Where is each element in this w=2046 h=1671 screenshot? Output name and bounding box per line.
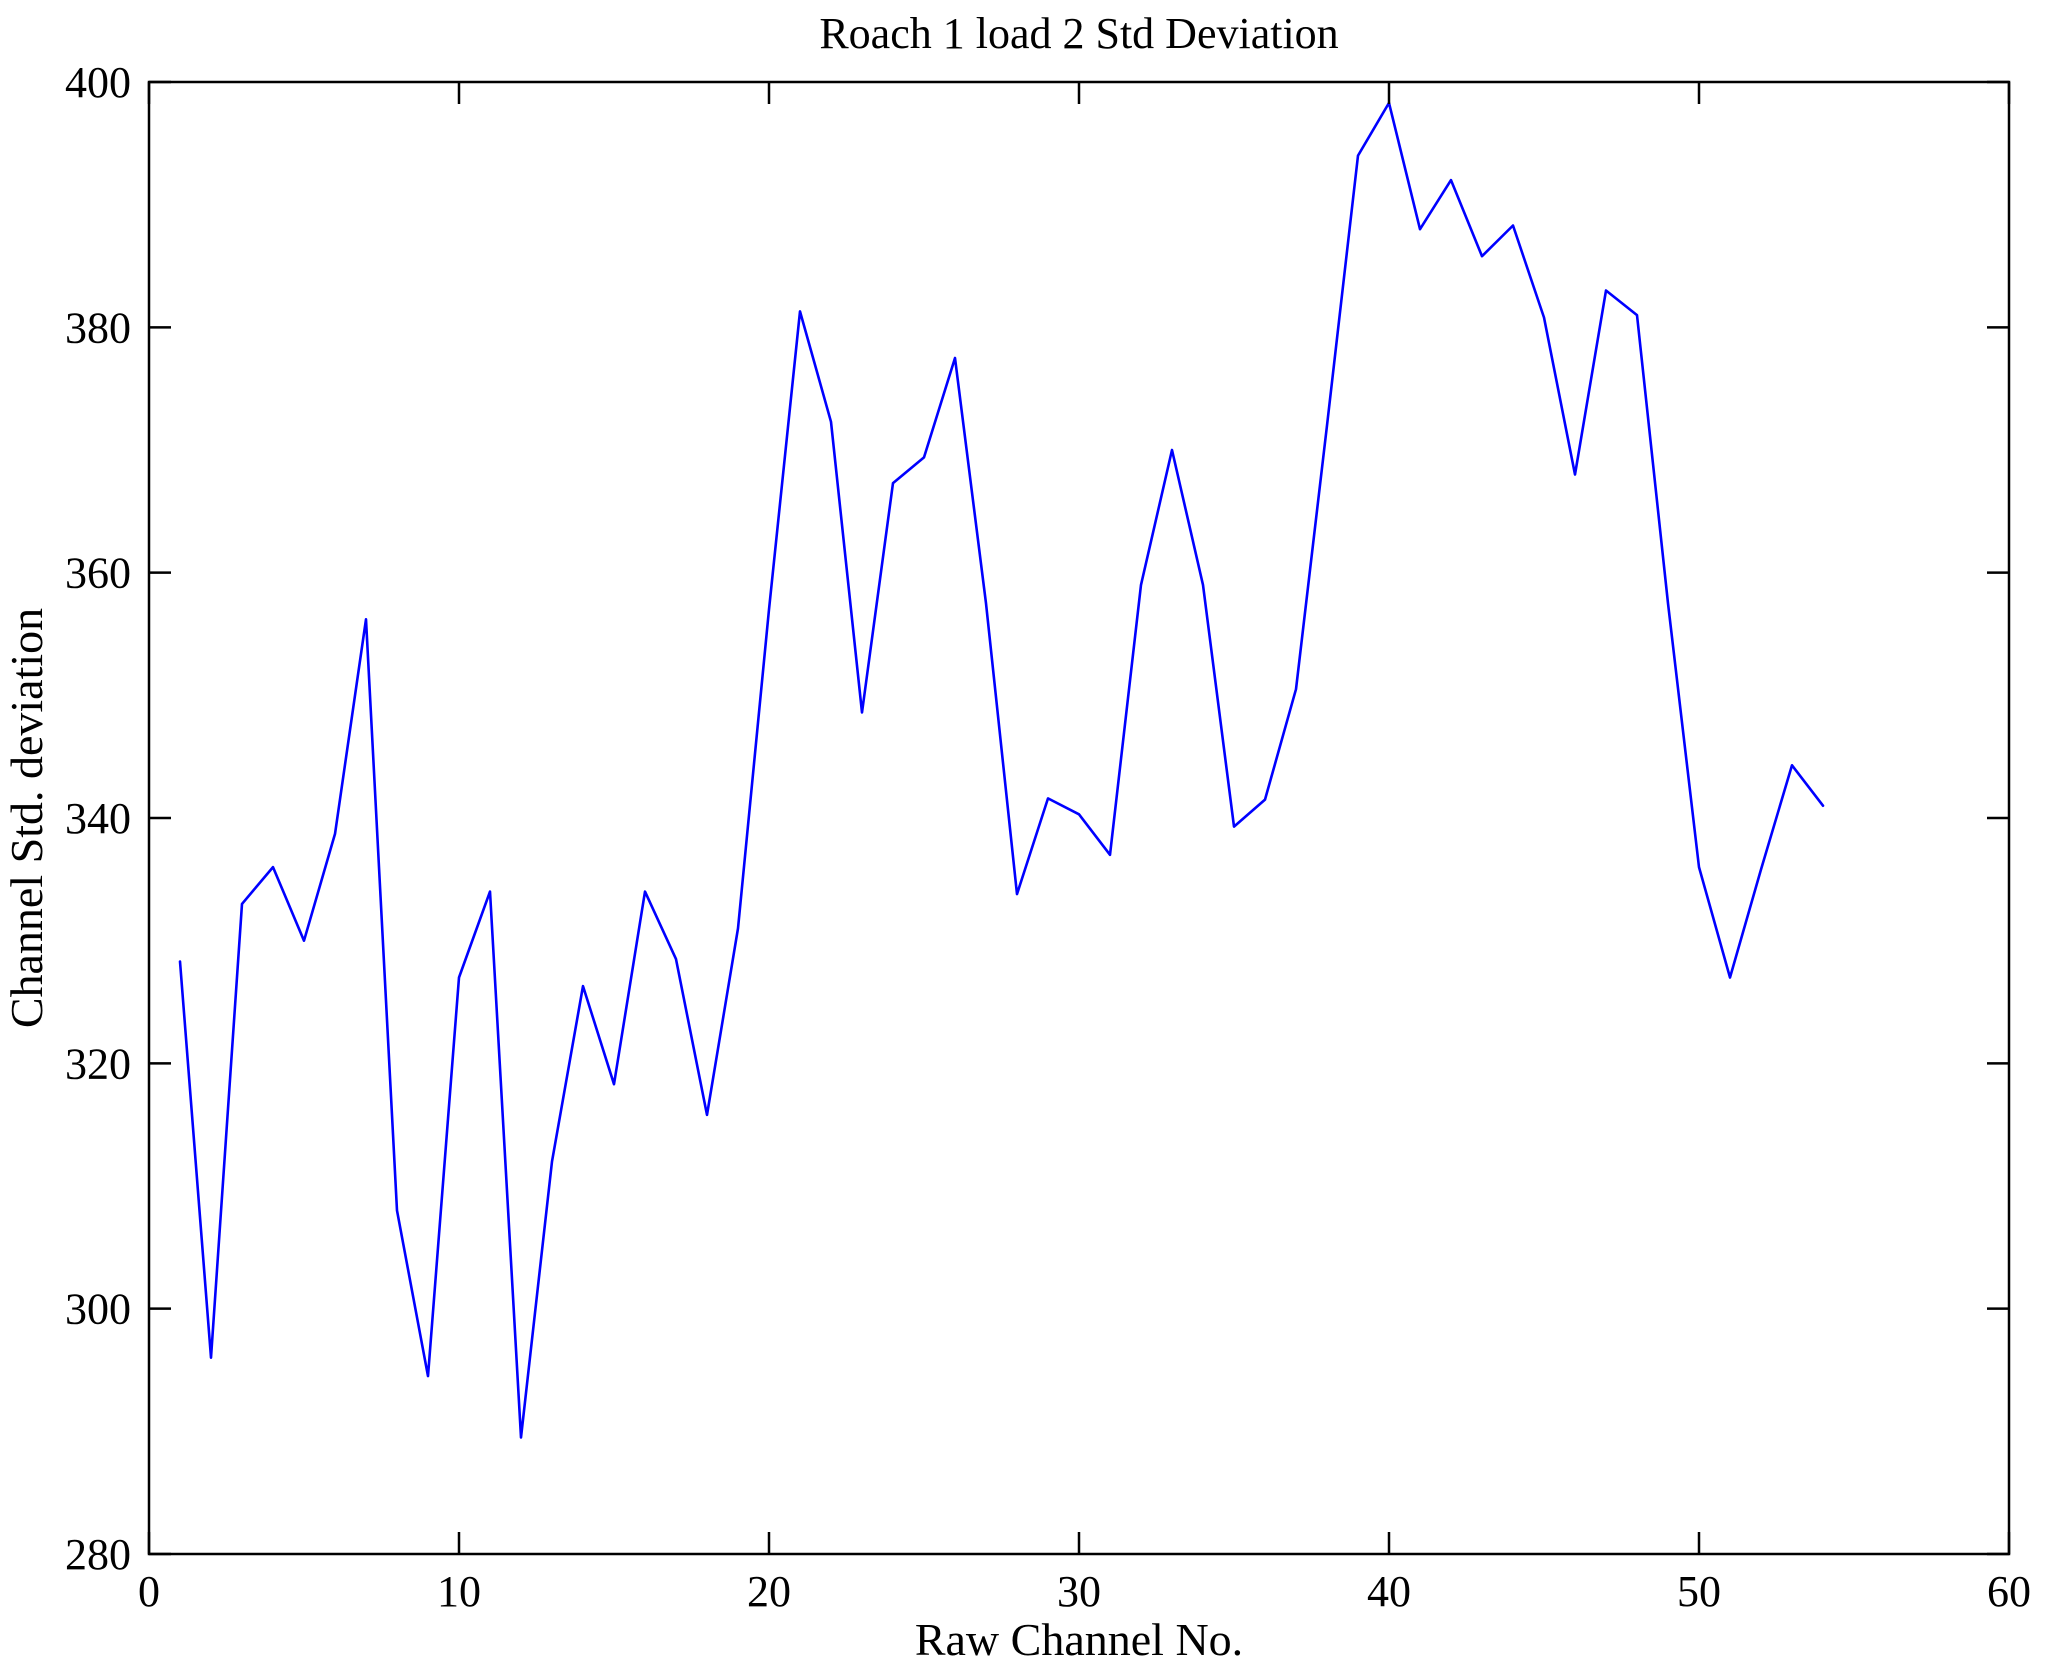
x-tick-label: 20 [747,1567,791,1616]
y-tick-label: 380 [65,303,131,352]
x-tick-label: 30 [1057,1567,1101,1616]
x-axis-label: Raw Channel No. [915,1614,1243,1665]
y-tick-label: 280 [65,1530,131,1579]
std-deviation-series-line [178,101,1825,1439]
x-tick-label: 0 [138,1567,160,1616]
y-axis-tick-labels: 280 300 320 340 360 380 400 [65,58,131,1579]
x-axis-tick-labels: 0 10 20 30 40 50 60 [138,1567,2031,1616]
plot-background [149,82,2009,1554]
y-tick-label: 360 [65,549,131,598]
x-tick-label: 50 [1677,1567,1721,1616]
x-tick-label: 40 [1367,1567,1411,1616]
y-tick-label: 400 [65,58,131,107]
y-axis-label: Channel Std. deviation [1,608,52,1028]
x-tick-label: 60 [1987,1567,2031,1616]
y-tick-label: 320 [65,1039,131,1088]
y-tick-label: 300 [65,1285,131,1334]
y-tick-label: 340 [65,794,131,843]
tick-marks [147,80,2011,1556]
x-tick-label: 10 [437,1567,481,1616]
chart-title: Roach 1 load 2 Std Deviation [819,9,1338,58]
